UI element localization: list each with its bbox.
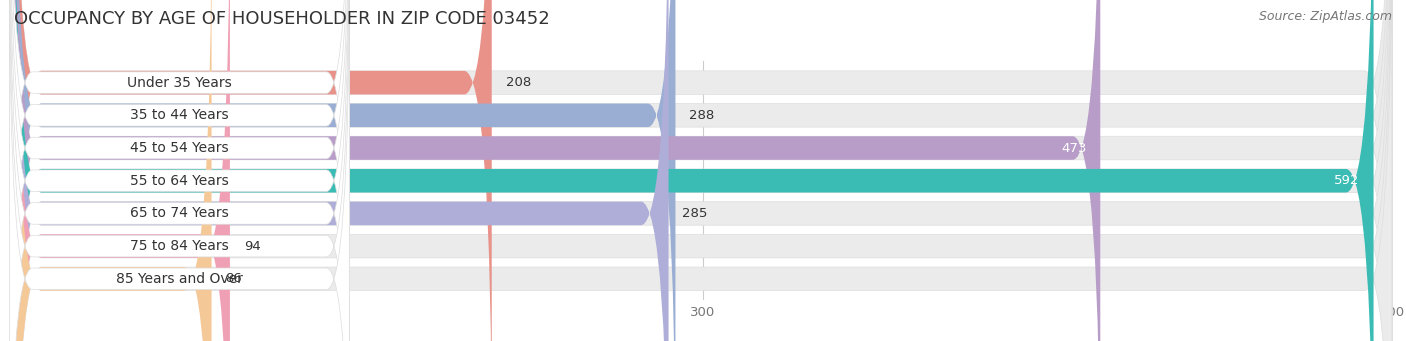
FancyBboxPatch shape: [14, 0, 211, 341]
Text: OCCUPANCY BY AGE OF HOUSEHOLDER IN ZIP CODE 03452: OCCUPANCY BY AGE OF HOUSEHOLDER IN ZIP C…: [14, 10, 550, 28]
FancyBboxPatch shape: [14, 0, 1392, 341]
Text: 75 to 84 Years: 75 to 84 Years: [129, 239, 229, 253]
FancyBboxPatch shape: [10, 0, 349, 341]
Text: 85 Years and Over: 85 Years and Over: [115, 272, 243, 286]
FancyBboxPatch shape: [14, 0, 1392, 341]
FancyBboxPatch shape: [14, 0, 669, 341]
FancyBboxPatch shape: [10, 0, 349, 341]
Text: 55 to 64 Years: 55 to 64 Years: [129, 174, 229, 188]
Text: Source: ZipAtlas.com: Source: ZipAtlas.com: [1258, 10, 1392, 23]
FancyBboxPatch shape: [10, 0, 349, 341]
FancyBboxPatch shape: [10, 0, 349, 341]
FancyBboxPatch shape: [14, 0, 492, 341]
FancyBboxPatch shape: [14, 0, 1392, 341]
Text: 285: 285: [682, 207, 707, 220]
FancyBboxPatch shape: [14, 0, 1374, 341]
FancyBboxPatch shape: [14, 0, 231, 341]
Text: 473: 473: [1062, 142, 1087, 154]
Text: 45 to 54 Years: 45 to 54 Years: [131, 141, 229, 155]
FancyBboxPatch shape: [10, 0, 349, 341]
Text: 288: 288: [689, 109, 714, 122]
Text: Under 35 Years: Under 35 Years: [127, 76, 232, 90]
FancyBboxPatch shape: [14, 0, 1101, 341]
FancyBboxPatch shape: [14, 0, 1392, 341]
Text: 86: 86: [225, 272, 242, 285]
FancyBboxPatch shape: [14, 0, 1392, 341]
FancyBboxPatch shape: [14, 0, 675, 341]
Text: 65 to 74 Years: 65 to 74 Years: [129, 206, 229, 220]
Text: 35 to 44 Years: 35 to 44 Years: [131, 108, 229, 122]
FancyBboxPatch shape: [10, 0, 349, 341]
Text: 592: 592: [1334, 174, 1360, 187]
Text: 208: 208: [506, 76, 530, 89]
FancyBboxPatch shape: [14, 0, 1392, 341]
Text: 94: 94: [243, 240, 260, 253]
FancyBboxPatch shape: [14, 0, 1392, 341]
FancyBboxPatch shape: [10, 0, 349, 341]
